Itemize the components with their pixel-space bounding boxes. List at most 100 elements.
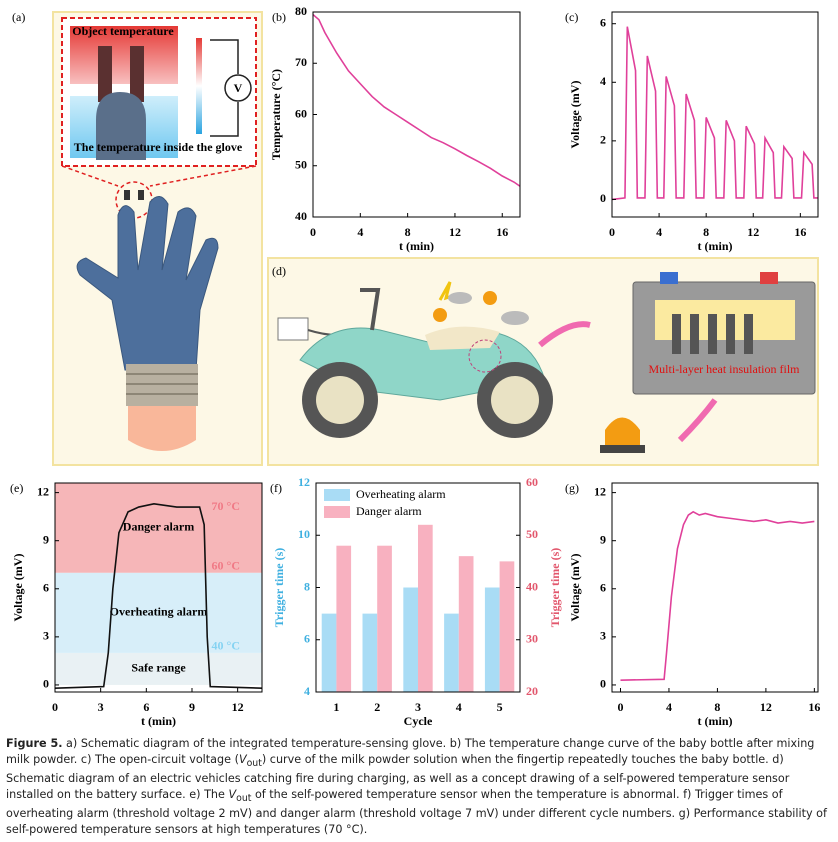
x-tick-label: 5 bbox=[497, 700, 503, 714]
y2-tick-label: 60 bbox=[526, 475, 538, 489]
glove-illustration: (a) V Object temperature The temperature… bbox=[12, 10, 263, 466]
y-tick-label: 10 bbox=[298, 527, 310, 541]
panel-label: (b) bbox=[272, 10, 286, 24]
temperature-label: 40 °C bbox=[212, 639, 240, 653]
legend-swatch bbox=[324, 489, 350, 501]
x-tick-label: 4 bbox=[666, 700, 672, 714]
x-tick-label: 0 bbox=[52, 700, 58, 714]
data-line bbox=[312, 13, 521, 187]
bar bbox=[499, 561, 515, 692]
y-tick-label: 6 bbox=[304, 632, 310, 646]
x-tick-label: 4 bbox=[357, 225, 363, 239]
caption: Figure 5. a) Schematic diagram of the in… bbox=[6, 736, 832, 837]
bar bbox=[377, 545, 392, 692]
y2-tick-label: 40 bbox=[526, 579, 538, 593]
region-label: Safe range bbox=[131, 661, 186, 675]
y-tick-label: 3 bbox=[600, 629, 606, 643]
y-tick-label: 6 bbox=[600, 581, 606, 595]
y-tick-label: 4 bbox=[600, 74, 606, 88]
x-tick-label: 9 bbox=[189, 700, 195, 714]
y-tick-label: 8 bbox=[304, 579, 310, 593]
x-tick-label: 8 bbox=[405, 225, 411, 239]
x-tick-label: 16 bbox=[794, 225, 806, 239]
x-tick-label: 12 bbox=[760, 700, 772, 714]
data-line bbox=[611, 26, 818, 201]
plot-frame bbox=[611, 11, 819, 218]
x-tick-label: 12 bbox=[449, 225, 461, 239]
y-axis-label: Voltage (mV) bbox=[568, 81, 582, 149]
y2-tick-label: 20 bbox=[526, 684, 538, 698]
y-axis-label: Voltage (mV) bbox=[11, 554, 25, 622]
region bbox=[55, 652, 262, 685]
y-tick-label: 40 bbox=[295, 209, 307, 223]
legend-swatch bbox=[324, 506, 350, 518]
x-tick-label: 1 bbox=[333, 700, 339, 714]
x-tick-label: 6 bbox=[143, 700, 149, 714]
bar bbox=[458, 556, 474, 692]
y2-tick-label: 50 bbox=[526, 527, 538, 541]
x-axis-label: Cycle bbox=[404, 714, 433, 728]
data-line bbox=[620, 510, 815, 681]
x-tick-label: 8 bbox=[703, 225, 709, 239]
caption-label: Figure 5. bbox=[6, 737, 63, 750]
x-tick-label: 16 bbox=[808, 700, 820, 714]
region bbox=[55, 572, 262, 653]
caption-symbol: V bbox=[238, 752, 247, 766]
y-tick-label: 50 bbox=[295, 158, 307, 172]
y-axis-label: Trigger time (s) bbox=[272, 548, 286, 628]
y-tick-label: 0 bbox=[43, 677, 49, 691]
data-line bbox=[54, 503, 263, 689]
y-tick-label: 6 bbox=[600, 15, 606, 29]
x-tick-label: 0 bbox=[310, 225, 316, 239]
y-tick-label: 12 bbox=[37, 484, 49, 498]
y-tick-label: 3 bbox=[43, 629, 49, 643]
temperature-label: 60 °C bbox=[212, 559, 240, 573]
region bbox=[55, 483, 262, 573]
y-tick-label: 9 bbox=[43, 532, 49, 546]
x-axis-label: t (min) bbox=[141, 714, 176, 728]
y-tick-label: 2 bbox=[600, 133, 606, 147]
x-tick-label: 2 bbox=[374, 700, 380, 714]
caption-text: a) Schematic diagram of the integrated t… bbox=[6, 737, 815, 766]
panel-label: (e) bbox=[10, 481, 23, 495]
y-axis-label: Temperature (°C) bbox=[269, 69, 283, 160]
caption-subscript: out bbox=[246, 757, 262, 769]
x-tick-label: 3 bbox=[415, 700, 421, 714]
bar bbox=[321, 613, 337, 692]
x-axis-label: t (min) bbox=[399, 239, 434, 253]
bar bbox=[403, 587, 418, 692]
plot-frame bbox=[312, 11, 521, 218]
glove-label: The temperature inside the glove bbox=[74, 140, 243, 154]
y-tick-label: 6 bbox=[43, 581, 49, 595]
x-tick-label: 4 bbox=[456, 700, 462, 714]
y2-axis-label: Trigger time (s) bbox=[548, 548, 562, 628]
caption-subscript: out bbox=[236, 792, 252, 804]
bar bbox=[444, 613, 459, 692]
bar bbox=[418, 524, 433, 692]
figure: (a) V Object temperature The temperature… bbox=[10, 4, 820, 728]
x-tick-label: 12 bbox=[232, 700, 244, 714]
plot-frame bbox=[54, 482, 263, 693]
caption-text: of the self-powered temperature sensor w… bbox=[6, 787, 827, 836]
y-tick-label: 4 bbox=[304, 684, 310, 698]
panel-label: (a) bbox=[12, 10, 25, 24]
y-tick-label: 70 bbox=[295, 55, 307, 69]
x-tick-label: 16 bbox=[496, 225, 508, 239]
object-label: Object temperature bbox=[72, 24, 174, 38]
vehicle-illustration: (d) Multi-layer heat insulation film bbox=[267, 257, 819, 466]
x-tick-label: 0 bbox=[609, 225, 615, 239]
panel-label: (g) bbox=[565, 481, 579, 495]
x-tick-label: 3 bbox=[98, 700, 104, 714]
film-label: Multi-layer heat insulation film bbox=[649, 362, 801, 376]
region-label: Overheating alarm bbox=[110, 605, 208, 619]
y-tick-label: 12 bbox=[298, 475, 310, 489]
bar bbox=[362, 613, 378, 692]
y2-tick-label: 30 bbox=[526, 632, 538, 646]
caption-symbol: V bbox=[228, 787, 237, 801]
legend-label: Overheating alarm bbox=[356, 487, 446, 501]
y-tick-label: 9 bbox=[600, 532, 606, 546]
region-label: Danger alarm bbox=[123, 520, 194, 534]
x-tick-label: 8 bbox=[714, 700, 720, 714]
y-tick-label: 0 bbox=[600, 677, 606, 691]
